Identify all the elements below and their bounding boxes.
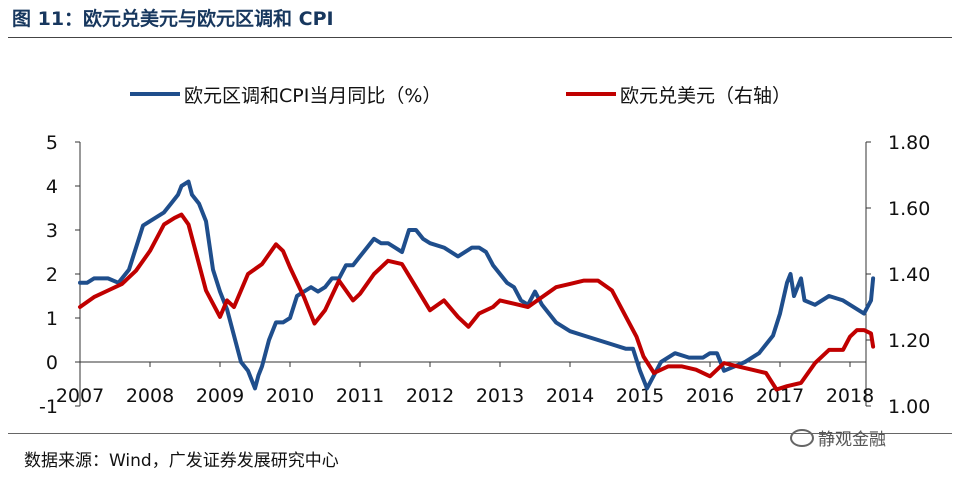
series-line-cpi <box>78 179 876 391</box>
source-note: 数据来源：Wind，广发证券发展研究中心 <box>24 451 339 471</box>
right-tick-label: 1.80 <box>888 132 930 154</box>
x-tick-label: 2012 <box>406 385 454 407</box>
left-tick-label: 5 <box>46 132 58 154</box>
series-line-eurusd <box>78 212 876 392</box>
x-tick-label: 2008 <box>126 385 174 407</box>
right-tick-label: 1.60 <box>888 198 930 220</box>
x-tick-label: 2011 <box>336 385 384 407</box>
left-tick-label: -1 <box>39 396 58 418</box>
legend-label-eurusd: 欧元兑美元（右轴） <box>620 85 791 107</box>
x-tick-label: 2010 <box>266 385 314 407</box>
x-tick-label: 2015 <box>616 385 664 407</box>
x-tick-label: 2013 <box>476 385 524 407</box>
left-tick-label: 3 <box>46 220 58 242</box>
x-tick-label: 2017 <box>756 385 804 407</box>
right-tick-label: 1.40 <box>888 264 930 286</box>
title-divider <box>8 37 952 38</box>
left-tick-label: 1 <box>46 308 58 330</box>
left-tick-label: 0 <box>46 352 58 374</box>
x-tick-label: 2018 <box>826 385 874 407</box>
chart-legend: 欧元区调和CPI当月同比（%） 欧元兑美元（右轴） <box>130 85 791 107</box>
legend-label-cpi: 欧元区调和CPI当月同比（%） <box>184 85 441 107</box>
x-tick-label: 2014 <box>546 385 594 407</box>
x-tick-label: 2007 <box>56 385 104 407</box>
left-tick-label: 2 <box>46 264 58 286</box>
chart-series <box>78 179 876 392</box>
left-tick-label: 4 <box>46 176 58 198</box>
figure-title: 图 11：欧元兑美元与欧元区调和 CPI <box>12 8 334 30</box>
wechat-icon <box>790 429 814 447</box>
right-tick-label: 1.20 <box>888 330 930 352</box>
watermark-text: 静观金融 <box>818 430 886 450</box>
footer-divider <box>8 433 952 434</box>
x-tick-label: 2016 <box>686 385 734 407</box>
x-tick-label: 2009 <box>196 385 244 407</box>
watermark: 静观金融 <box>790 425 886 450</box>
right-tick-label: 1.00 <box>888 396 930 418</box>
chart-axes: -1 0 1 2 3 4 5 1.00 1.20 1.40 1.60 1.80 2007 2008 2009… <box>39 132 930 418</box>
